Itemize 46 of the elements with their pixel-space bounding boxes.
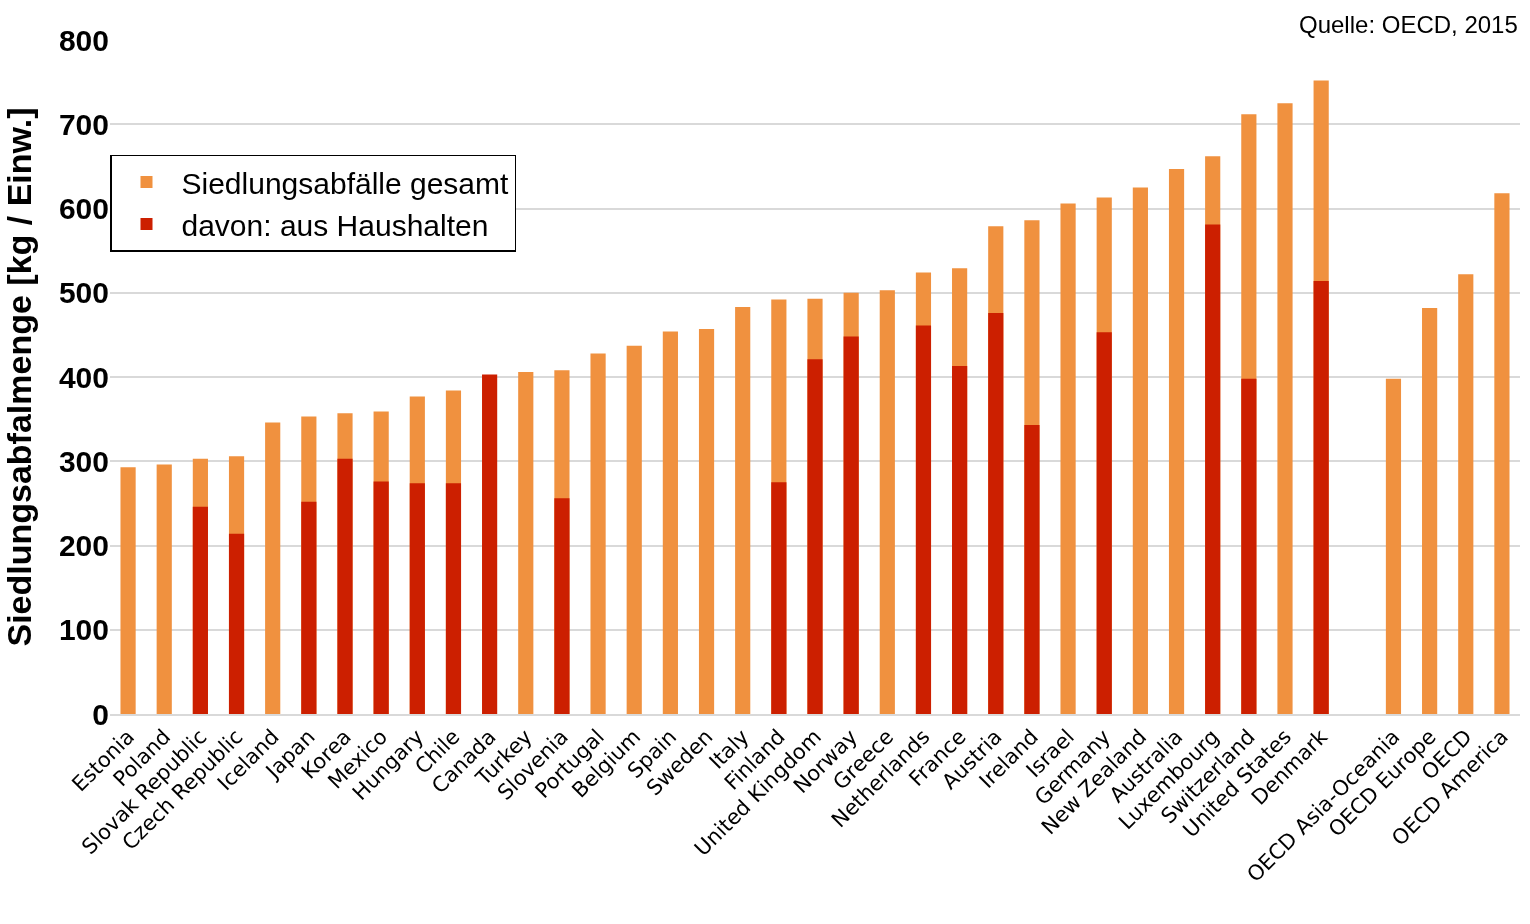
y-tick-label: 600 <box>58 192 109 225</box>
bar <box>409 483 425 714</box>
y-tick-label: 200 <box>58 529 109 562</box>
bar <box>156 464 172 714</box>
bar <box>771 482 787 714</box>
bar <box>1277 103 1293 714</box>
bar <box>554 498 570 714</box>
bar <box>482 374 498 714</box>
bar <box>1132 187 1148 714</box>
bar <box>1458 274 1474 714</box>
bar <box>1024 425 1040 714</box>
bar <box>879 290 895 714</box>
y-tick-label: 700 <box>58 107 109 141</box>
bar <box>1241 378 1257 714</box>
bar <box>988 312 1004 714</box>
bar <box>373 481 389 714</box>
y-tick-label: 0 <box>92 697 109 731</box>
y-tick-label: 800 <box>58 23 109 57</box>
bar <box>626 345 642 714</box>
bar <box>1494 193 1510 714</box>
bar <box>301 501 317 714</box>
bar <box>192 506 208 714</box>
bar <box>1385 378 1402 714</box>
legend-label: davon: aus Haushalten <box>181 208 489 242</box>
bar <box>1168 168 1185 714</box>
bar <box>1096 332 1112 714</box>
bar <box>735 307 751 714</box>
bar <box>662 331 678 714</box>
y-tick-label: 300 <box>58 444 109 478</box>
y-axis-title: Siedlungsabfalmenge [kg / Einw.] <box>0 107 38 647</box>
legend-label: Siedlungsabfälle gesamt <box>181 166 510 200</box>
bar <box>1060 203 1076 714</box>
source-note: Quelle: OECD, 2015 <box>1299 11 1518 38</box>
bar <box>518 371 534 714</box>
y-tick-label: 500 <box>58 276 109 310</box>
bar <box>698 328 715 714</box>
y-tick-label: 100 <box>58 613 109 647</box>
bar <box>228 533 245 714</box>
bar <box>120 467 136 714</box>
bar <box>265 422 281 714</box>
bar <box>1313 280 1329 714</box>
bar <box>445 483 462 714</box>
y-tick-label: 400 <box>58 360 109 394</box>
bar <box>1422 307 1438 714</box>
bar <box>590 353 606 714</box>
bar <box>952 366 968 714</box>
